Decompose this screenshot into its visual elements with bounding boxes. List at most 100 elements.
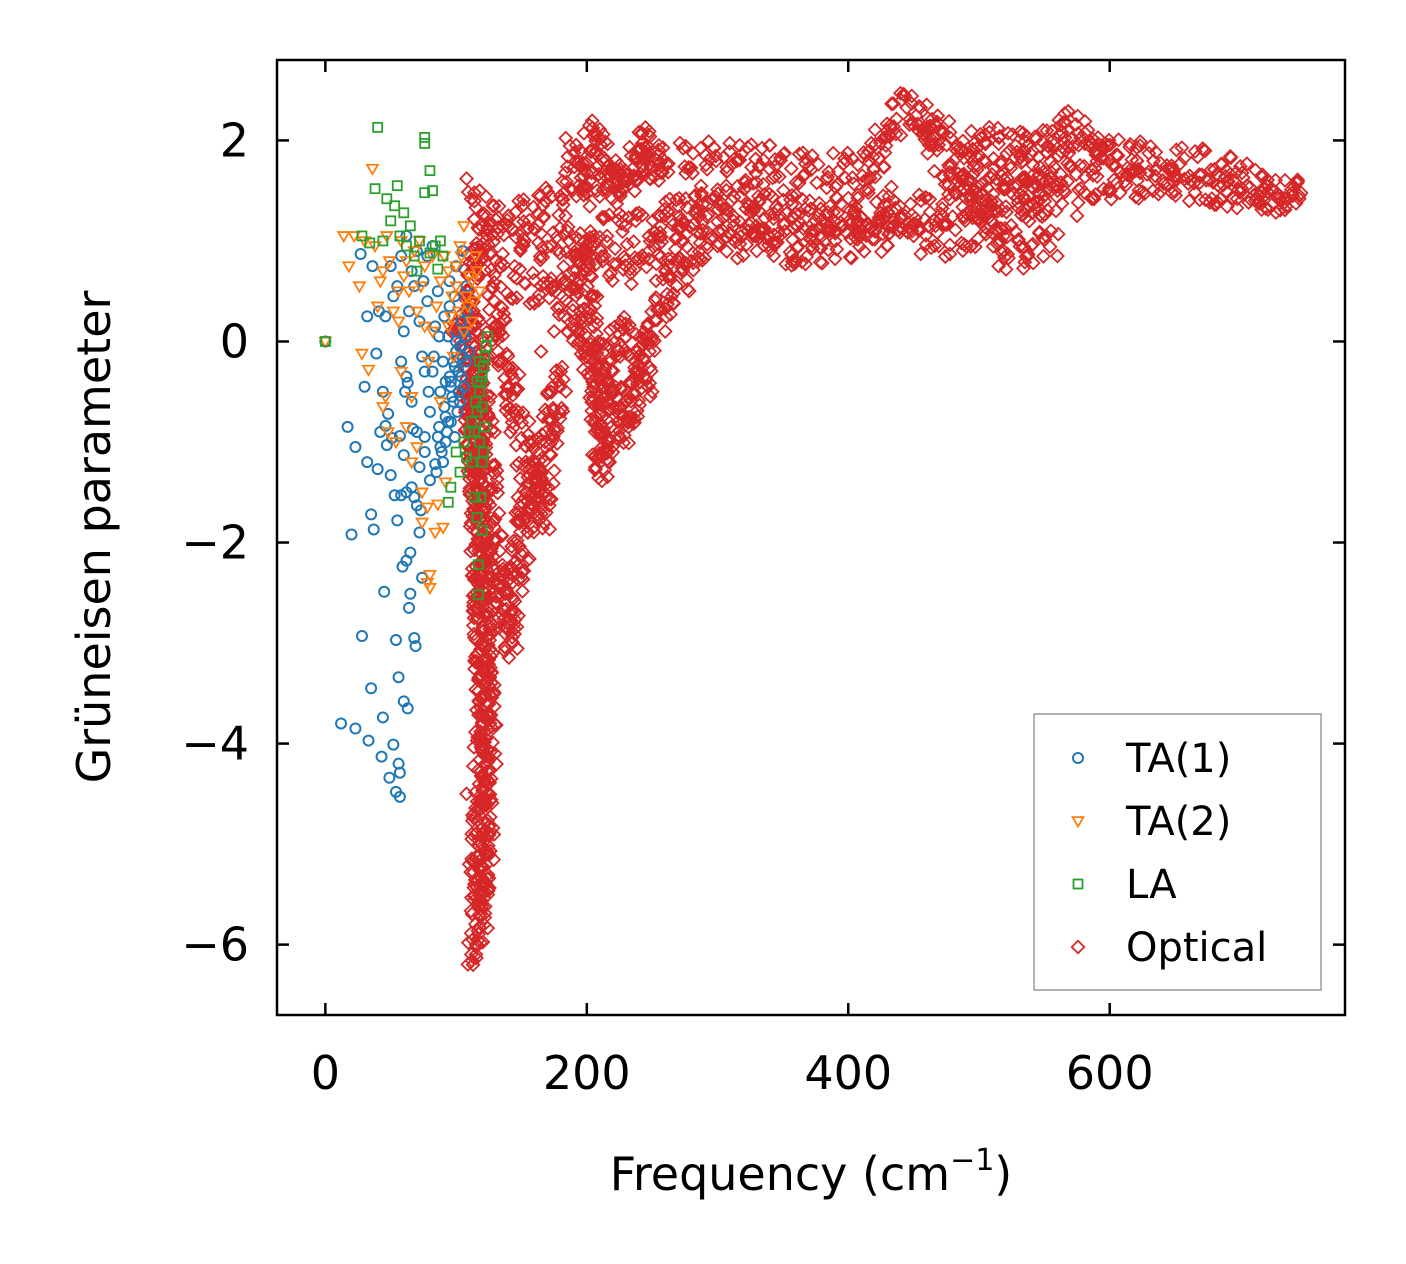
data-point [476,456,488,468]
data-point [587,298,603,314]
data-point [708,153,724,169]
data-point [474,447,490,463]
data-point [457,404,473,420]
data-point [604,273,620,289]
data-point [792,205,808,221]
data-point [354,348,370,361]
data-point [516,192,532,208]
data-point [926,163,942,179]
data-point [499,386,515,402]
data-point [543,282,559,298]
data-point [651,137,667,153]
data-point [551,207,567,223]
data-point [558,383,574,399]
data-point [471,862,487,878]
data-point [549,300,565,316]
data-point [876,130,892,146]
data-point [474,219,490,235]
data-point [541,290,557,306]
data-point [994,168,1010,184]
data-point [913,246,929,262]
data-point [483,626,499,643]
data-point [530,235,546,251]
data-point [657,301,673,317]
data-point [588,370,604,386]
data-point [471,511,483,523]
data-point [413,461,426,474]
data-point [923,240,939,256]
data-point [1042,154,1059,170]
data-point [917,211,933,227]
data-point [545,224,561,240]
data-point [510,572,526,588]
data-point [404,546,417,559]
data-point [555,403,571,419]
data-point [511,411,527,427]
data-point [829,241,845,257]
data-point [1277,202,1293,218]
data-point [572,303,588,319]
data-point [1089,153,1105,169]
data-point [1260,202,1276,218]
data-point [361,456,374,469]
data-point [569,155,585,171]
data-point [576,262,592,278]
data-point [358,380,371,393]
data-point [811,195,827,211]
data-point [532,490,548,506]
data-point [942,159,958,175]
data-point [458,436,470,448]
data-point [1232,158,1248,174]
data-point [615,409,631,425]
data-point [1164,158,1180,174]
data-point [854,210,870,226]
data-point [511,504,527,520]
data-point [653,165,669,181]
data-point [639,148,655,164]
data-point [993,154,1009,170]
y-tick-label: −4 [181,717,249,771]
data-point [409,306,424,319]
data-point [850,213,866,229]
axis-ticks: 0 200 400 600 2 0 −2 −4 −6 [181,60,1345,1100]
data-point [507,554,523,570]
data-point [1102,153,1118,169]
data-point [998,261,1014,277]
data-point [697,250,713,266]
y-tick-label: 2 [220,113,249,167]
data-point [445,481,457,493]
data-point [857,182,873,198]
data-point [474,870,490,886]
data-point [972,207,988,223]
data-point [461,305,477,322]
data-point [471,919,487,935]
series-la [319,121,493,601]
data-point [487,457,503,473]
data-point [899,100,915,116]
data-point [465,957,481,973]
data-point [675,140,691,156]
data-point [1239,178,1255,194]
data-point [1046,159,1062,175]
data-point [638,140,654,156]
data-point [977,134,993,150]
data-point [1203,162,1219,178]
data-point [480,743,496,759]
data-point [593,365,609,381]
data-point [947,222,963,238]
data-point [695,196,711,212]
data-point [783,161,799,177]
data-point [679,199,695,215]
data-point [476,513,492,529]
data-point [416,571,429,584]
data-point [1035,248,1052,264]
data-point [784,257,800,273]
data-point [918,227,934,243]
data-point [660,251,676,267]
data-point [511,366,527,383]
data-point [389,200,401,212]
data-point [466,626,482,642]
data-point [739,237,755,253]
data-point [405,395,418,408]
data-point [446,351,461,364]
